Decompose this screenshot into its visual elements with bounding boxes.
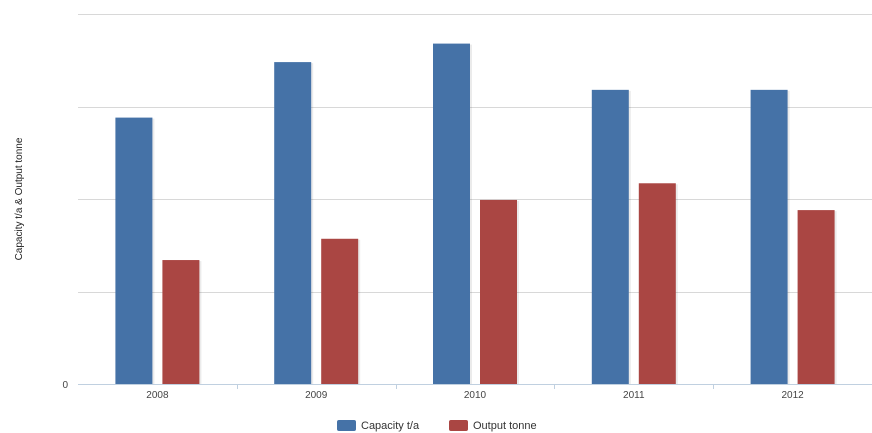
legend-swatch: [449, 420, 468, 431]
x-tick-label: 2012: [781, 390, 804, 401]
legend-label: Capacity t/a: [361, 420, 420, 432]
grid-layer: [78, 14, 872, 293]
x-tick-label: 2008: [146, 390, 169, 401]
x-tick-label: 2010: [464, 390, 487, 401]
y-axis-title: Capacity t/a & Output tonne: [14, 137, 25, 260]
y-tick-label: 0: [62, 380, 68, 391]
bar-capacity-t-a-2009: [274, 62, 312, 384]
bars-layer: [115, 43, 837, 384]
bar-output-tonne-2011: [638, 183, 676, 384]
axis-layer: 0 2008 2009 2010 2011 2012: [62, 380, 872, 401]
bar-capacity-t-a-2012: [750, 89, 788, 384]
bar-output-tonne-2008: [162, 260, 200, 384]
bar-output-tonne-2012: [797, 210, 835, 384]
bar-output-tonne-2009: [321, 238, 359, 384]
legend-label: Output tonne: [473, 420, 537, 432]
legend-swatch: [337, 420, 356, 431]
bar-capacity-t-a-2011: [591, 89, 629, 384]
x-tick-label: 2009: [305, 390, 328, 401]
x-tick-label: 2011: [623, 390, 645, 401]
bar-output-tonne-2010: [480, 199, 517, 384]
legend: Capacity t/a Output tonne: [337, 420, 537, 432]
bar-capacity-t-a-2010: [433, 43, 470, 384]
bar-capacity-t-a-2008: [115, 117, 153, 384]
